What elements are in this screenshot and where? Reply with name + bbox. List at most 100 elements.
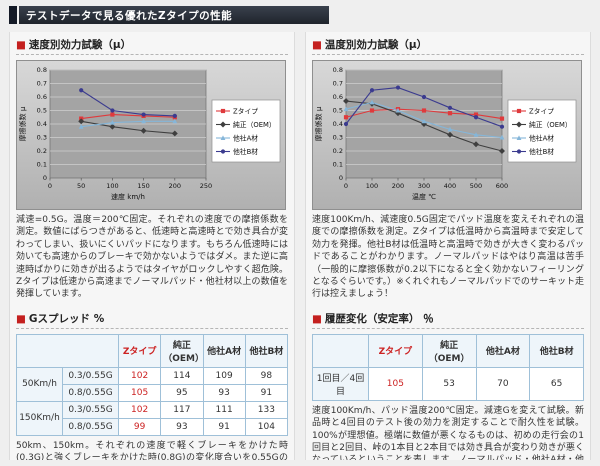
chart-svg: 0 0.1 0.2 0.3 0.4 0.5 0.6 0.7 0.8 0 50 100 150 200 250… (16, 60, 286, 210)
svg-text:0: 0 (339, 174, 343, 182)
g-ratio-label: 0.8/0.55G (62, 383, 119, 402)
history-table: Zタイプ 純正（OEM） 他社A材 他社B材 1回目／4回目 105 53 70 65 (312, 333, 584, 401)
table-cell: 65 (529, 366, 584, 401)
svg-text:Zタイプ: Zタイプ (529, 106, 554, 115)
table-cell: 98 (244, 366, 289, 385)
svg-text:0.8: 0.8 (37, 66, 47, 74)
table-row: 150Km/h 0.3/0.55G 102 117 111 133 (16, 400, 289, 436)
svg-text:0.4: 0.4 (333, 120, 343, 128)
section-heading-g-spread: ■ Gスプレッド % (16, 311, 288, 329)
speed-chart: 0 0.1 0.2 0.3 0.4 0.5 0.6 0.7 0.8 0 50 100 150 200 250… (16, 60, 288, 210)
section-bullet-icon: ■ (16, 312, 26, 325)
svg-text:0.5: 0.5 (333, 107, 343, 115)
table-cell: 105 (368, 366, 423, 401)
table-corner (16, 333, 119, 368)
page-title-bar: テストデータで見る優れたZタイプの性能 (9, 6, 591, 24)
svg-text:他社A材: 他社A材 (529, 133, 554, 142)
column-header: 純正（OEM） (421, 333, 477, 368)
column-header: 他社A材 (475, 333, 531, 368)
svg-text:250: 250 (200, 182, 212, 190)
svg-text:速度 km/h: 速度 km/h (111, 192, 145, 201)
g-ratio-label: 0.3/0.55G (62, 366, 119, 385)
table-cell: 133 (244, 400, 289, 419)
column-header: 他社B材 (529, 333, 584, 368)
table-cell: 102 (117, 400, 162, 419)
g-spread-description: 50km、150km。それぞれの速度で軽くブレーキをかけた時(0.3G)と強くブ… (16, 440, 288, 460)
history-row-label: 1回目／4回目 (312, 366, 369, 401)
svg-text:0.6: 0.6 (333, 93, 343, 101)
section-bullet-icon: ■ (312, 39, 322, 51)
svg-text:0: 0 (48, 182, 52, 190)
table-cell: 91 (244, 383, 289, 402)
table-cell: 91 (202, 417, 246, 436)
table-cell: 109 (202, 366, 246, 385)
section-heading-temp-test: ■ 温度別効力試験（μ） (312, 37, 584, 55)
svg-text:200: 200 (392, 182, 404, 190)
table-row: 0.8/0.55G 105 95 93 91 (17, 383, 289, 402)
svg-text:0.6: 0.6 (37, 93, 47, 101)
column-header: Zタイプ (368, 333, 423, 368)
svg-text:0.7: 0.7 (333, 80, 343, 88)
g-spread-table: Zタイプ 純正（OEM） 他社A材 他社B材 50Km/h 0.3/0.55G 102 114… (16, 333, 289, 436)
table-cell: 111 (202, 400, 246, 419)
history-description: 速度100Km/h、パッド温度200℃固定。減速Gを変えて試験。新品時と4回目の… (312, 405, 584, 460)
chart-svg: 0 0.1 0.2 0.3 0.4 0.5 0.6 0.7 0.8 0 100 200 300 400 50… (312, 60, 582, 210)
svg-text:0.7: 0.7 (37, 80, 47, 88)
svg-text:100: 100 (366, 182, 378, 190)
table-cell: 104 (244, 417, 289, 436)
table-row: 50Km/h 0.3/0.55G 102 114 109 98 (16, 366, 289, 402)
page-title: テストデータで見る優れたZタイプの性能 (26, 9, 233, 22)
svg-text:0.4: 0.4 (37, 120, 47, 128)
column-header: 他社B材 (244, 333, 289, 368)
table-cell: 53 (421, 366, 477, 401)
section-title-g-spread: Gスプレッド % (28, 312, 105, 325)
section-title-temp-test: 温度別効力試験（μ） (324, 39, 428, 51)
table-corner (312, 333, 369, 368)
svg-text:0.3: 0.3 (333, 134, 343, 142)
speed-label: 50Km/h (16, 366, 63, 402)
table-cell: 114 (160, 366, 204, 385)
svg-text:0: 0 (43, 174, 47, 182)
table-cell: 70 (475, 366, 531, 401)
svg-text:500: 500 (470, 182, 482, 190)
table-header-row: Zタイプ 純正（OEM） 他社A材 他社B材 (16, 333, 289, 368)
table-row: 0.8/0.55G 99 93 91 104 (17, 417, 289, 436)
svg-text:0.2: 0.2 (37, 147, 47, 155)
content-columns: ■ 速度別効力試験（μ） 0 0.1 0.2 0.3 0.4 0.5 0.6 0.7 0.8 0 50… (9, 32, 591, 460)
table-cell: 102 (117, 366, 162, 385)
table-cell: 99 (117, 417, 162, 436)
title-accent-block (9, 6, 17, 24)
g-ratio-label: 0.3/0.55G (62, 400, 119, 419)
svg-text:0.2: 0.2 (333, 147, 343, 155)
svg-text:0: 0 (344, 182, 348, 190)
table-cell: 105 (117, 383, 162, 402)
svg-text:他社B材: 他社B材 (233, 147, 258, 156)
temperature-chart: 0 0.1 0.2 0.3 0.4 0.5 0.6 0.7 0.8 0 100 200 300 400 50… (312, 60, 584, 210)
temp-test-description: 速度100Km/h、減速度0.5G固定でパッド温度を変えそれぞれの温度での摩擦係… (312, 215, 584, 300)
table-cell: 93 (160, 417, 204, 436)
svg-text:50: 50 (77, 182, 85, 190)
svg-text:0.8: 0.8 (333, 66, 343, 74)
svg-text:摩擦係数 μ: 摩擦係数 μ (314, 106, 323, 141)
speed-test-description: 減速=0.5G。温度＝200℃固定。それぞれの速度での摩擦係数を測定。数値にばら… (16, 215, 288, 300)
section-bullet-icon: ■ (312, 312, 322, 325)
svg-text:300: 300 (418, 182, 430, 190)
column-right: ■ 温度別効力試験（μ） 0 0.1 0.2 0.3 0.4 0.5 0.6 0.7 0.8 0 10… (305, 32, 591, 460)
svg-text:摩擦係数 μ: 摩擦係数 μ (18, 106, 27, 141)
svg-text:純正（OEM）: 純正（OEM） (529, 120, 572, 129)
svg-text:純正（OEM）: 純正（OEM） (233, 120, 276, 129)
table-header-row: Zタイプ 純正（OEM） 他社A材 他社B材 (312, 333, 584, 368)
svg-text:他社A材: 他社A材 (233, 133, 258, 142)
table-row: 1回目／4回目 105 53 70 65 (312, 366, 584, 401)
svg-text:600: 600 (496, 182, 508, 190)
svg-text:0.1: 0.1 (333, 161, 343, 169)
svg-text:0.5: 0.5 (37, 107, 47, 115)
column-header: Zタイプ (117, 333, 162, 368)
svg-text:0.1: 0.1 (37, 161, 47, 169)
svg-text:150: 150 (137, 182, 149, 190)
section-title-history: 履歴変化（安定率） ％ (324, 312, 434, 325)
title-bar: テストデータで見る優れたZタイプの性能 (19, 6, 329, 24)
speed-label: 150Km/h (16, 400, 63, 436)
section-bullet-icon: ■ (16, 39, 26, 51)
